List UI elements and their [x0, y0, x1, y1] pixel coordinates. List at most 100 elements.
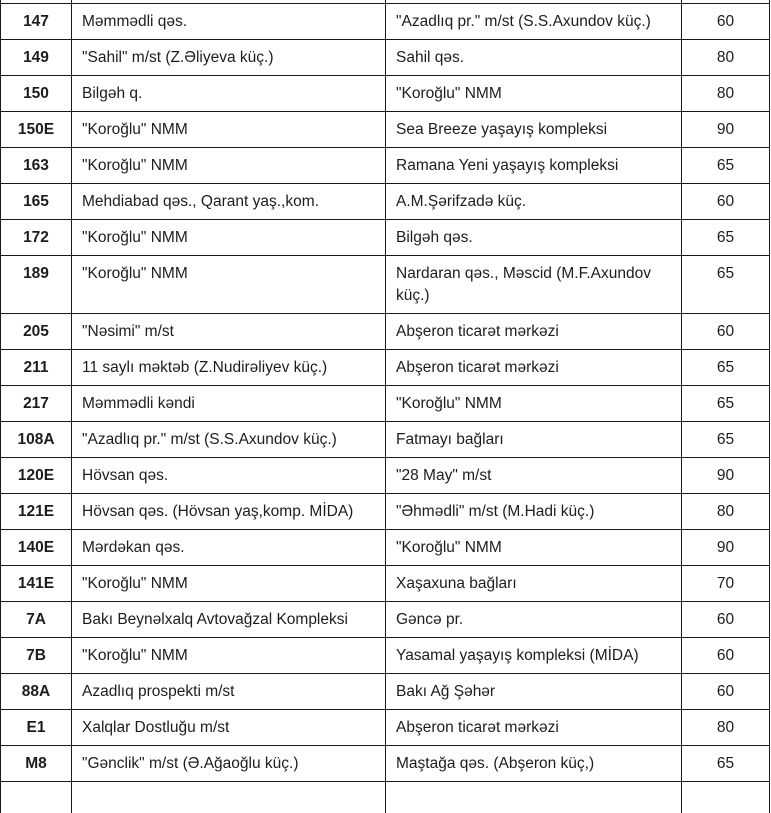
- route-number-cell: 165: [0, 183, 72, 220]
- destination-cell: "Azadlıq pr." m/st (S.S.Axundov küç.): [385, 3, 682, 40]
- route-number-cell: 205: [0, 313, 72, 350]
- table-row: 7A Bakı Beynəlxalq Avtovağzal Kompleksi …: [0, 601, 770, 638]
- destination-cell: Bilgəh qəs.: [385, 219, 682, 256]
- fare-cell: 65: [681, 219, 770, 256]
- fare-cell: 80: [681, 709, 770, 746]
- destination-cell: Maştağa qəs. (Abşeron küç,): [385, 745, 682, 782]
- fare-cell: 60: [681, 183, 770, 220]
- origin-cell: "Koroğlu" NMM: [71, 111, 386, 148]
- fare-cell: 60: [681, 673, 770, 710]
- route-number-cell: 141E: [0, 565, 72, 602]
- origin-cell: "Nəsimi" m/st: [71, 313, 386, 350]
- empty-bottom-row: [0, 781, 770, 813]
- origin-cell: 11 saylı məktəb (Z.Nudirəliyev küç.): [71, 349, 386, 386]
- fare-cell: 80: [681, 493, 770, 530]
- destination-cell: Abşeron ticarət mərkəzi: [385, 349, 682, 386]
- fare-cell: 80: [681, 75, 770, 112]
- route-number-cell: 88A: [0, 673, 72, 710]
- route-number-cell: 140E: [0, 529, 72, 566]
- origin-cell: Mehdiabad qəs., Qarant yaş.,kom.: [71, 183, 386, 220]
- table-row: 7B "Koroğlu" NMM Yasamal yaşayış komplek…: [0, 637, 770, 674]
- origin-cell: Mərdəkan qəs.: [71, 529, 386, 566]
- table-row: 140E Mərdəkan qəs. "Koroğlu" NMM 90: [0, 529, 770, 566]
- fare-cell: 65: [681, 745, 770, 782]
- table-row: 163 "Koroğlu" NMM Ramana Yeni yaşayış ko…: [0, 147, 770, 184]
- table-row: 121E Hövsan qəs. (Hövsan yaş,komp. MİDA)…: [0, 493, 770, 530]
- origin-cell: Azadlıq prospekti m/st: [71, 673, 386, 710]
- origin-cell: [71, 781, 386, 813]
- destination-cell: Yasamal yaşayış kompleksi (MİDA): [385, 637, 682, 674]
- route-number-cell: E1: [0, 709, 72, 746]
- origin-cell: Hövsan qəs.: [71, 457, 386, 494]
- fare-cell: 60: [681, 3, 770, 40]
- table-row: E1 Xalqlar Dostluğu m/st Abşeron ticarət…: [0, 709, 770, 746]
- route-number-cell: M8: [0, 745, 72, 782]
- destination-cell: Abşeron ticarət mərkəzi: [385, 709, 682, 746]
- origin-cell: "Koroğlu" NMM: [71, 255, 386, 314]
- origin-cell: "Sahil" m/st (Z.Əliyeva küç.): [71, 39, 386, 76]
- table-row: M8 "Gənclik" m/st (Ə.Ağaoğlu küç.) Maşta…: [0, 745, 770, 782]
- table-row: 147 Məmmədli qəs. "Azadlıq pr." m/st (S.…: [0, 3, 770, 40]
- destination-cell: Fatmayı bağları: [385, 421, 682, 458]
- destination-cell: "Koroğlu" NMM: [385, 75, 682, 112]
- route-number-cell: 150E: [0, 111, 72, 148]
- table-row: 150 Bilgəh q. "Koroğlu" NMM 80: [0, 75, 770, 112]
- table-row: 165 Mehdiabad qəs., Qarant yaş.,kom. A.M…: [0, 183, 770, 220]
- origin-cell: Bilgəh q.: [71, 75, 386, 112]
- table-row: 150E "Koroğlu" NMM Sea Breeze yaşayış ko…: [0, 111, 770, 148]
- destination-cell: Abşeron ticarət mərkəzi: [385, 313, 682, 350]
- origin-cell: "Azadlıq pr." m/st (S.S.Axundov küç.): [71, 421, 386, 458]
- destination-cell: Sea Breeze yaşayış kompleksi: [385, 111, 682, 148]
- origin-cell: Xalqlar Dostluğu m/st: [71, 709, 386, 746]
- destination-cell: Ramana Yeni yaşayış kompleksi: [385, 147, 682, 184]
- route-number-cell: 121E: [0, 493, 72, 530]
- route-number-cell: 120E: [0, 457, 72, 494]
- fare-cell: 90: [681, 111, 770, 148]
- route-number-cell: 217: [0, 385, 72, 422]
- route-number-cell: 147: [0, 3, 72, 40]
- table-row: 120E Hövsan qəs. "28 May" m/st 90: [0, 457, 770, 494]
- table-row: 141E "Koroğlu" NMM Xaşaxuna bağları 70: [0, 565, 770, 602]
- origin-cell: "Koroğlu" NMM: [71, 565, 386, 602]
- fare-cell: 65: [681, 349, 770, 386]
- fare-cell: [681, 781, 770, 813]
- fare-cell: 65: [681, 385, 770, 422]
- table-row: 88A Azadlıq prospekti m/st Bakı Ağ Şəhər…: [0, 673, 770, 710]
- fare-cell: 90: [681, 529, 770, 566]
- table-row-empty: [0, 781, 770, 813]
- route-number-cell: 7B: [0, 637, 72, 674]
- route-number-cell: [0, 781, 72, 813]
- fare-cell: 65: [681, 147, 770, 184]
- fare-cell: 65: [681, 255, 770, 314]
- origin-cell: Məmmədli qəs.: [71, 3, 386, 40]
- origin-cell: "Koroğlu" NMM: [71, 147, 386, 184]
- route-number-cell: 163: [0, 147, 72, 184]
- route-number-cell: 189: [0, 255, 72, 314]
- fare-cell: 60: [681, 637, 770, 674]
- destination-cell: Xaşaxuna bağları: [385, 565, 682, 602]
- table-row: 205 "Nəsimi" m/st Abşeron ticarət mərkəz…: [0, 313, 770, 350]
- origin-cell: "Koroğlu" NMM: [71, 637, 386, 674]
- origin-cell: Bakı Beynəlxalq Avtovağzal Kompleksi: [71, 601, 386, 638]
- table-row: 217 Məmmədli kəndi "Koroğlu" NMM 65: [0, 385, 770, 422]
- fare-cell: 70: [681, 565, 770, 602]
- fare-cell: 60: [681, 601, 770, 638]
- fare-cell: 90: [681, 457, 770, 494]
- destination-cell: Bakı Ağ Şəhər: [385, 673, 682, 710]
- destination-cell: [385, 781, 682, 813]
- destination-cell: A.M.Şərifzadə küç.: [385, 183, 682, 220]
- route-number-cell: 7A: [0, 601, 72, 638]
- table-row: 172 "Koroğlu" NMM Bilgəh qəs. 65: [0, 219, 770, 256]
- route-number-cell: 172: [0, 219, 72, 256]
- route-number-cell: 211: [0, 349, 72, 386]
- table-row: 149 "Sahil" m/st (Z.Əliyeva küç.) Sahil …: [0, 39, 770, 76]
- route-number-cell: 108A: [0, 421, 72, 458]
- origin-cell: "Gənclik" m/st (Ə.Ağaoğlu küç.): [71, 745, 386, 782]
- route-number-cell: 149: [0, 39, 72, 76]
- fare-cell: 65: [681, 421, 770, 458]
- origin-cell: "Koroğlu" NMM: [71, 219, 386, 256]
- destination-cell: "28 May" m/st: [385, 457, 682, 494]
- origin-cell: Məmmədli kəndi: [71, 385, 386, 422]
